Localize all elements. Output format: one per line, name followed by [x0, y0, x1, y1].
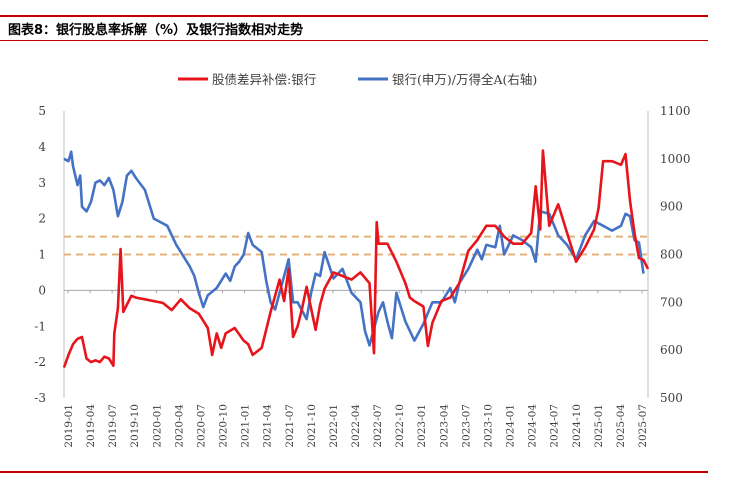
x-tick-label: 2019-10: [129, 404, 141, 448]
left-tick-label: 3: [38, 176, 46, 190]
left-tick-label: -2: [34, 355, 46, 369]
legend-label-1: 股债差异补偿:银行: [212, 72, 316, 87]
title-bottom-rule: [0, 40, 708, 41]
series-line-dividend-spread: [62, 149, 650, 368]
x-tick-label: 2022-01: [328, 404, 340, 448]
left-tick-label: 2: [38, 212, 46, 226]
series-line-bank-relative-index: [63, 150, 645, 347]
left-tick-label: -1: [34, 319, 46, 333]
right-tick-label: 900: [660, 200, 683, 214]
chart-legend: 股债差异补偿:银行 银行(申万)/万得全A(右轴): [178, 72, 537, 87]
x-tick-label: 2025-07: [637, 404, 649, 448]
right-tick-label: 700: [660, 295, 683, 309]
x-tick-label: 2021-01: [240, 404, 252, 448]
right-tick-label: 500: [660, 391, 683, 405]
x-tick-label: 2021-07: [284, 404, 296, 448]
x-tick-label: 2024-04: [527, 404, 539, 448]
x-tick-label: 2021-04: [262, 404, 274, 448]
x-tick-label: 2023-10: [482, 404, 494, 448]
cropped-source-text-strip: [0, 478, 731, 484]
x-tick-label: 2024-07: [549, 404, 561, 448]
left-tick-label: 1: [38, 248, 46, 262]
x-tick-label: 2025-01: [593, 404, 605, 448]
left-tick-label: -3: [34, 391, 46, 405]
x-tick-label: 2019-07: [107, 404, 119, 448]
left-tick-label: 5: [38, 104, 46, 118]
left-tick-label: 0: [38, 283, 46, 297]
x-tick-label: 2022-04: [350, 404, 362, 448]
title-top-rule: [0, 15, 708, 17]
x-tick-label: 2021-10: [306, 404, 318, 448]
right-tick-label: 1100: [660, 104, 691, 118]
x-tick-label: 2024-10: [571, 404, 583, 448]
chart-title: 图表8：银行股息率拆解（%）及银行指数相对走势: [8, 23, 304, 38]
x-tick-label: 2020-10: [218, 404, 230, 448]
x-tick-label: 2020-04: [173, 404, 185, 448]
x-tick-label: 2020-07: [195, 404, 207, 448]
x-tick-label: 2020-01: [151, 404, 163, 448]
footer-rule: [0, 471, 708, 473]
right-tick-label: 800: [660, 248, 683, 262]
plot-lines: [62, 149, 650, 368]
x-tick-label: 2025-04: [615, 404, 627, 448]
reference-lines: [64, 235, 648, 256]
right-tick-label: 600: [660, 343, 683, 357]
x-tick-label: 2023-04: [438, 404, 450, 448]
x-tick-label: 2019-01: [63, 404, 75, 448]
x-tick-label: 2024-01: [505, 404, 517, 448]
x-tick-label: 2019-04: [85, 404, 97, 448]
x-tick-label: 2022-10: [394, 404, 406, 448]
x-tick-label: 2023-01: [416, 404, 428, 448]
x-tick-label: 2022-07: [372, 404, 384, 448]
x-tick-label: 2023-07: [460, 404, 472, 448]
right-tick-label: 1000: [660, 152, 691, 166]
legend-label-2: 银行(申万)/万得全A(右轴): [392, 72, 537, 87]
chart-axes: 5 4 3 2 1 0 -1 -2 -3 1100 1000 900 800 700 600 500 2019-…: [34, 104, 690, 448]
left-tick-label: 4: [38, 140, 46, 154]
